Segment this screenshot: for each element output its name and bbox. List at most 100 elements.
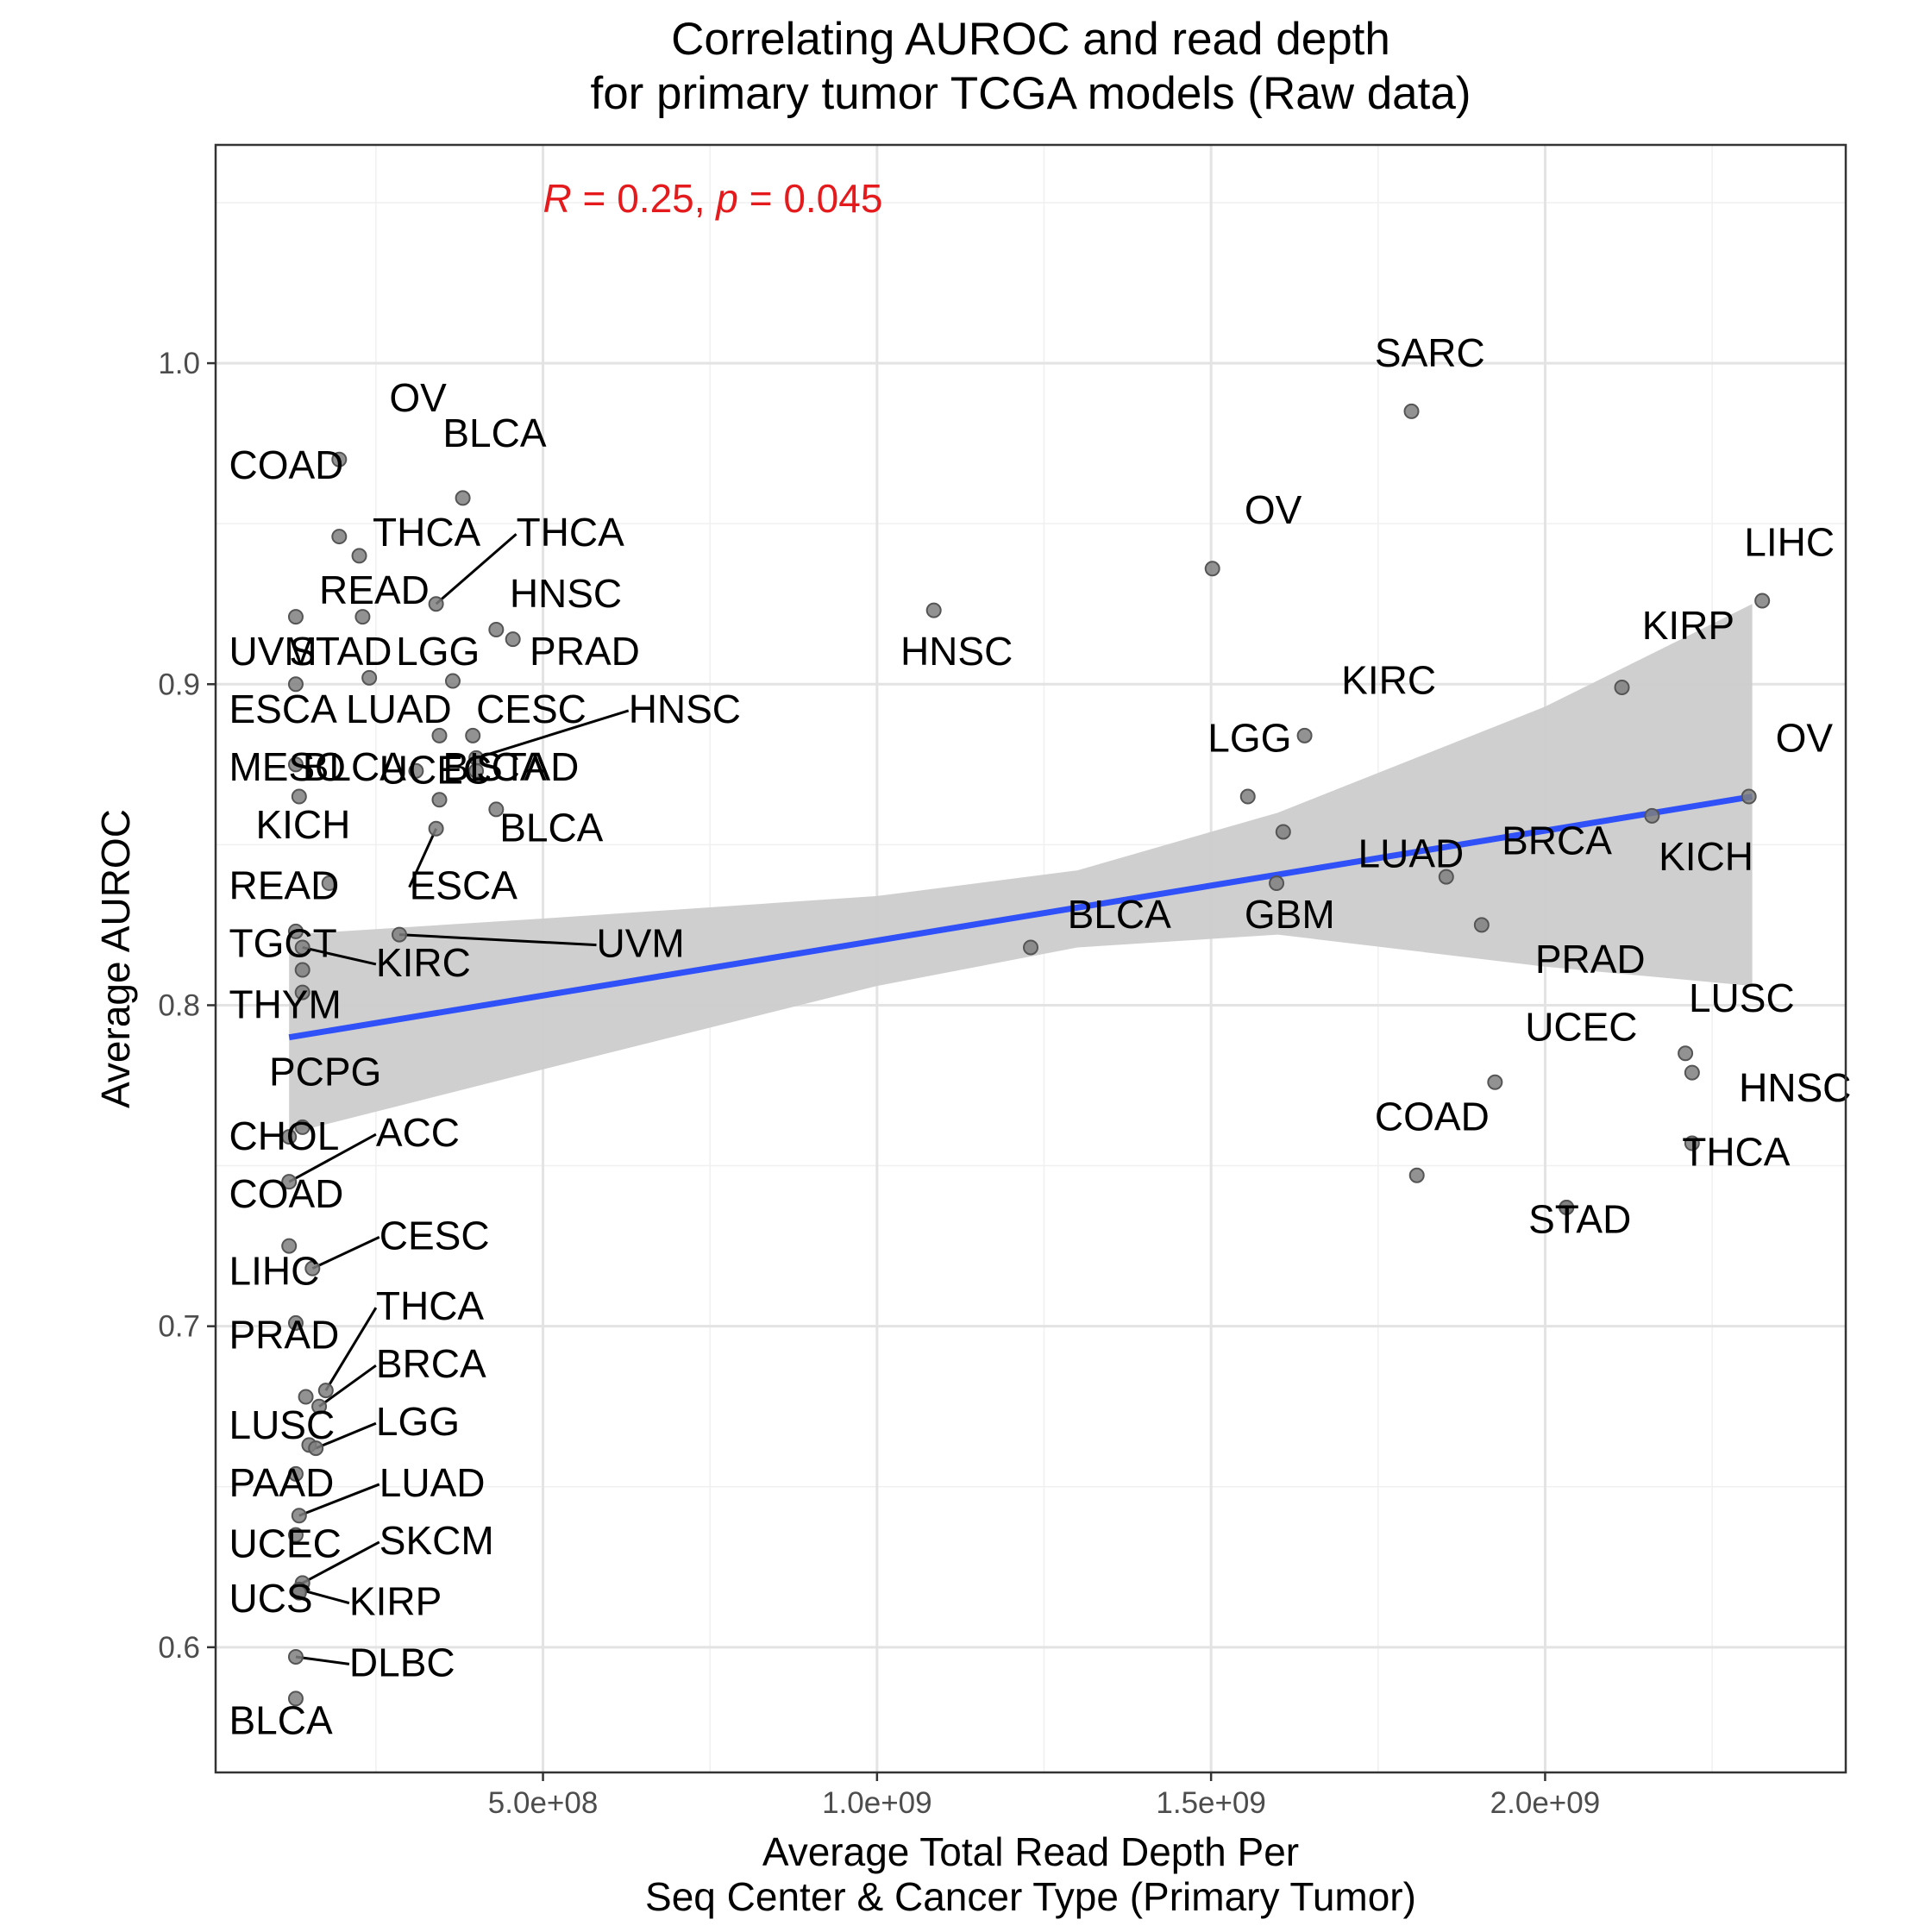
- chart-title-line: Correlating AUROC and read depth: [671, 14, 1390, 65]
- point-label: PCPG: [269, 1050, 381, 1095]
- point-label: LIHC: [1744, 519, 1835, 564]
- label-leader-line: [298, 1588, 350, 1605]
- stat-value: = 0.045: [738, 176, 883, 221]
- data-point: [291, 1508, 307, 1524]
- point-label: LUAD: [346, 687, 452, 731]
- data-point: [1559, 1199, 1575, 1215]
- point-label: UVM: [597, 921, 685, 966]
- x-tick-label: 1.5e+09: [1156, 1786, 1266, 1820]
- correlation-annotation: R = 0.25, p = 0.045: [543, 176, 883, 221]
- point-label: SKCM: [380, 1518, 494, 1563]
- data-point: [287, 1690, 304, 1707]
- point-label: HNSC: [629, 687, 741, 731]
- point-label: UCEC: [229, 1521, 341, 1566]
- data-point: [317, 1383, 334, 1399]
- point-label: KIRP: [1642, 603, 1734, 648]
- data-point: [281, 1174, 298, 1190]
- label-leader-line: [324, 1307, 378, 1391]
- point-label: BLCA: [442, 411, 546, 455]
- point-label: COAD: [229, 442, 343, 487]
- y-axis-title: Average AUROC: [93, 809, 138, 1108]
- data-point: [428, 820, 444, 837]
- point-label: BLCA: [442, 744, 546, 789]
- point-label: THCA: [376, 1283, 485, 1328]
- label-leader-line: [398, 933, 597, 947]
- data-point: [294, 1119, 310, 1135]
- y-tick-label: 0.8: [158, 988, 200, 1022]
- point-label: PAAD: [229, 1460, 334, 1505]
- data-point: [1403, 403, 1420, 419]
- data-point: [1741, 788, 1757, 805]
- point-label: COAD: [1375, 1095, 1490, 1139]
- data-point: [287, 756, 304, 773]
- point-label: LGG: [376, 1399, 460, 1444]
- data-point: [287, 676, 304, 693]
- plot-border: [214, 143, 1847, 1774]
- data-point: [281, 1129, 298, 1145]
- point-label: OV: [1776, 715, 1834, 760]
- chart-title-line: for primary tumor TCGA models (Raw data): [590, 68, 1471, 119]
- data-point: [488, 622, 505, 638]
- data-point: [287, 923, 304, 939]
- point-label: OV: [389, 375, 447, 420]
- data-point: [444, 673, 461, 689]
- point-label: READ: [319, 568, 430, 612]
- point-label: PRAD: [229, 1313, 339, 1358]
- data-point: [294, 984, 310, 1000]
- label-leader-line: [301, 1540, 380, 1584]
- data-point: [1473, 917, 1490, 933]
- point-label: BLCA: [499, 806, 603, 850]
- point-label: KIRP: [349, 1579, 442, 1624]
- point-label: PRAD: [1535, 937, 1646, 982]
- point-label: LGG: [396, 629, 480, 674]
- y-tick-label: 0.7: [158, 1310, 200, 1344]
- point-label: SARC: [1375, 330, 1485, 375]
- data-point: [1614, 680, 1630, 695]
- label-leader-line: [295, 1655, 350, 1665]
- point-label: COAD: [229, 1171, 343, 1216]
- data-point: [281, 1238, 298, 1254]
- data-point: [287, 1527, 304, 1543]
- point-label: KIRC: [376, 940, 471, 985]
- x-tick-label: 1.0e+09: [822, 1786, 932, 1820]
- data-point: [1438, 869, 1454, 885]
- point-label: STAD: [289, 629, 392, 674]
- point-label: KICH: [1659, 834, 1753, 879]
- point-label: BLCA: [303, 744, 406, 789]
- label-leader-line: [311, 1235, 380, 1270]
- label-leader-line: [302, 946, 377, 966]
- point-label: UCEC: [1525, 1004, 1637, 1049]
- point-label: HNSC: [900, 629, 1013, 674]
- point-label: UVM: [229, 629, 317, 674]
- point-label: TGCT: [229, 921, 336, 966]
- y-tick-label: 0.9: [158, 668, 200, 701]
- point-label: CHOL: [229, 1113, 339, 1158]
- data-point: [1204, 561, 1220, 577]
- data-point: [298, 1389, 314, 1405]
- data-point: [925, 602, 942, 618]
- data-point: [1487, 1074, 1503, 1090]
- point-label: THCA: [1682, 1130, 1791, 1175]
- confidence-band: [289, 604, 1753, 1134]
- point-label: PRAD: [530, 629, 640, 674]
- point-label: LUAD: [1358, 831, 1465, 875]
- data-point: [431, 727, 448, 743]
- point-label: LUAD: [380, 1460, 486, 1505]
- point-label: LUSC: [1689, 975, 1795, 1020]
- point-label: BRCA: [376, 1341, 486, 1386]
- point-label: DLBC: [349, 1640, 455, 1684]
- data-point: [287, 609, 304, 625]
- data-point: [1684, 1135, 1700, 1151]
- data-point: [505, 631, 521, 648]
- data-point: [291, 788, 307, 805]
- point-label: MESO: [229, 744, 345, 789]
- data-point: [1754, 593, 1771, 609]
- point-label: READ: [229, 863, 339, 908]
- data-point: [294, 939, 310, 956]
- point-label: OV: [1245, 487, 1302, 532]
- stat-symbol: R: [543, 176, 572, 221]
- data-point: [287, 1465, 304, 1482]
- stat-symbol: p: [714, 176, 738, 221]
- data-point: [408, 762, 424, 779]
